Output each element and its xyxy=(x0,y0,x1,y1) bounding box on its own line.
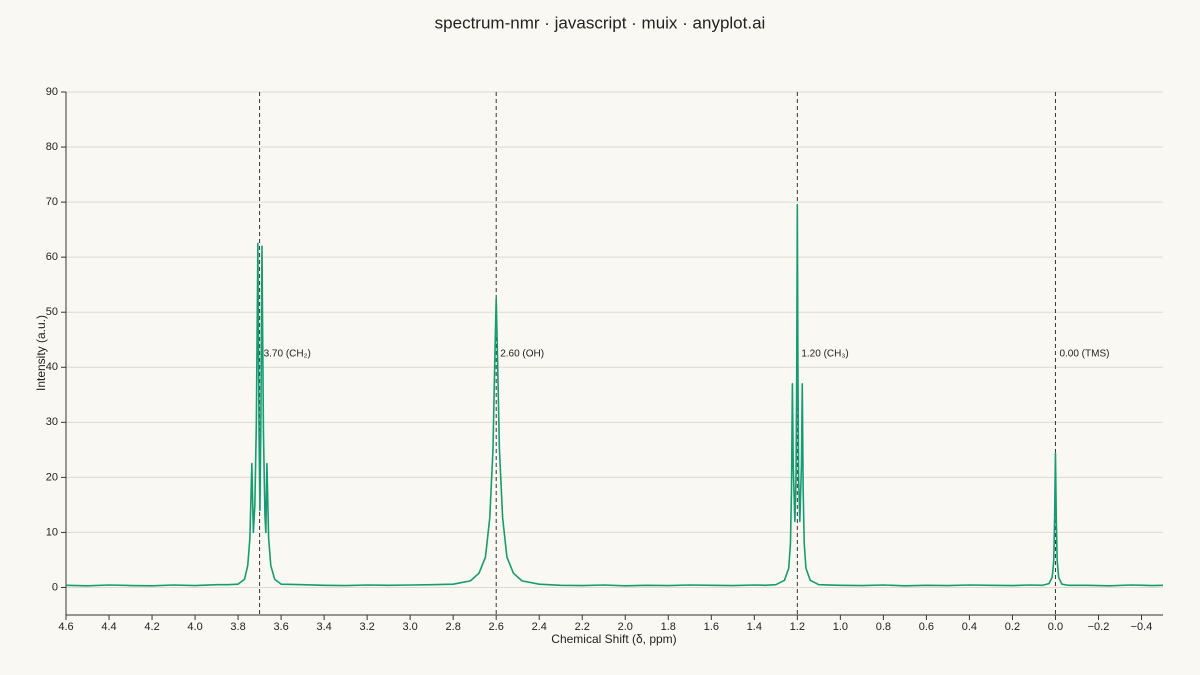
y-tick-label: 10 xyxy=(46,526,58,538)
y-tick-label: 50 xyxy=(46,306,58,318)
x-tick-label: 3.2 xyxy=(359,621,374,633)
x-tick-label: 3.8 xyxy=(230,621,245,633)
y-tick-label: 70 xyxy=(46,196,58,208)
x-tick-label: 1.4 xyxy=(747,621,762,633)
x-tick-label: 2.0 xyxy=(618,621,633,633)
y-tick-label: 30 xyxy=(46,416,58,428)
x-tick-label: 0.0 xyxy=(1048,621,1063,633)
peak-label: 0.00 (TMS) xyxy=(1059,349,1109,360)
chart-title: spectrum-nmr · javascript · muix · anypl… xyxy=(435,13,766,32)
x-tick-label: 1.6 xyxy=(704,621,719,633)
x-tick-label: 0.6 xyxy=(919,621,934,633)
peak-label: 1.20 (CH₃) xyxy=(801,349,848,360)
peak-label: 2.60 (OH) xyxy=(500,349,544,360)
y-tick-label: 90 xyxy=(46,86,58,98)
x-tick-label: 4.0 xyxy=(187,621,202,633)
x-tick-label: 2.8 xyxy=(446,621,461,633)
peak-label: 3.70 (CH₂) xyxy=(264,349,311,360)
y-tick-label: 60 xyxy=(46,251,58,263)
x-tick-label: 1.0 xyxy=(833,621,848,633)
x-tick-label: 3.6 xyxy=(273,621,288,633)
x-tick-label: 0.8 xyxy=(876,621,891,633)
y-tick-label: 80 xyxy=(46,141,58,153)
y-tick-label: 0 xyxy=(52,581,58,593)
x-tick-label: 4.6 xyxy=(58,621,73,633)
x-tick-label: 2.6 xyxy=(489,621,504,633)
y-tick-label: 20 xyxy=(46,471,58,483)
x-tick-label: 0.4 xyxy=(962,621,977,633)
y-tick-label: 40 xyxy=(46,361,58,373)
x-tick-label: 0.2 xyxy=(1005,621,1020,633)
x-axis-label: Chemical Shift (δ, ppm) xyxy=(551,632,676,646)
x-tick-label: 2.2 xyxy=(575,621,590,633)
x-tick-label: 1.8 xyxy=(661,621,676,633)
x-tick-label: −0.4 xyxy=(1131,621,1153,633)
x-tick-label: 4.2 xyxy=(144,621,159,633)
x-tick-label: −0.2 xyxy=(1088,621,1110,633)
y-axis-label: Intensity (a.u.) xyxy=(34,315,48,391)
x-tick-label: 3.0 xyxy=(403,621,418,633)
spectrum-line xyxy=(65,204,1164,587)
x-tick-label: 3.4 xyxy=(316,621,331,633)
x-tick-label: 2.4 xyxy=(532,621,547,633)
x-tick-label: 4.4 xyxy=(101,621,116,633)
x-tick-label: 1.2 xyxy=(790,621,805,633)
